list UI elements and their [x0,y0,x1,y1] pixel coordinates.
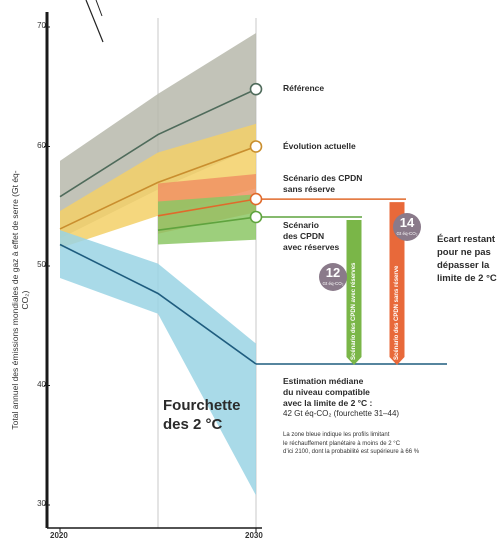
gap-arrow-label-avec: Scénario des CPDN avec réserves [351,262,357,360]
gap-arrow [346,220,362,365]
series-line-fourchette-des-2-c [59,243,257,365]
range-title: Fourchette des 2 °C [163,397,241,433]
pen-stroke [95,0,103,17]
pen-stroke [85,0,104,43]
gap-arrow [389,202,405,365]
label-cpdn-avec: Scénario des CPDN avec réserves [283,220,340,252]
series-line-sc-nario-des-cpdn-avec-r-serves [157,216,257,231]
label-cpdn-sans: Scénario des CPDN sans réserve [283,173,363,194]
gap-badge-12: 12 Gt éq-CO₂ [319,263,347,291]
y-tick-label: 60 [37,141,46,150]
gap-badge-unit: Gt éq-CO₂ [396,231,418,236]
series-endpoint [249,210,263,224]
y-axis-label: Total annuel des émissions mondiales de … [10,170,30,430]
gap-badge-value: 14 [399,215,415,230]
label-reference: Référence [283,83,325,93]
series-line-r-f-rence [59,88,257,198]
series-endpoint [249,140,263,153]
y-tick-label: 40 [37,380,46,389]
series-endpoint [249,82,263,96]
gap-badge-unit: Gt éq-CO₂ [322,281,344,286]
x-tick-label: 2030 [245,531,263,540]
series-line-sc-nario-des-cpdn-sans-r-serve [157,198,257,217]
label-ecart: Écart restant pour ne pas dépasser la li… [437,234,497,284]
gap-arrow-label-sans: Scénario des CPDN sans réserve [394,265,400,360]
series-endpoint [249,192,263,206]
series-line--volution-actuelle [59,145,257,230]
y-tick-label: 50 [37,260,46,269]
gap-badge-14: 14 Gt éq-CO₂ [393,213,421,241]
y-tick-label: 70 [37,21,46,30]
band-fourchette-des-2-c [60,230,256,496]
label-estimation: Estimation médiane du niveau compatible … [283,376,373,408]
label-evolution: Évolution actuelle [283,141,356,151]
band-sc-nario-des-cpdn-avec-r-serves [158,194,256,245]
label-estimation-value: 42 Gt éq-CO₂ (fourchette 31–44) [283,409,400,418]
x-tick-label: 2020 [50,531,68,540]
y-tick-label: 30 [37,499,46,508]
note: La zone bleue indique les profils limita… [283,432,420,455]
gap-badge-value: 12 [325,265,341,280]
